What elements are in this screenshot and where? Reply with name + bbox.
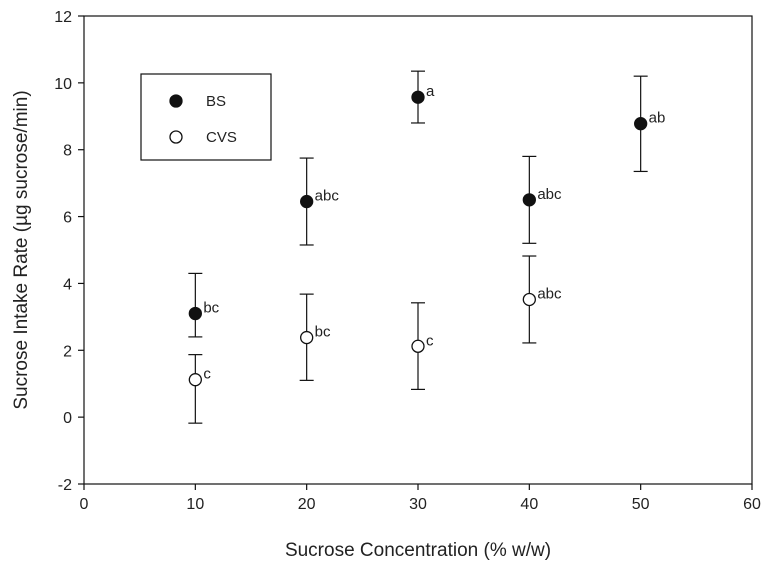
y-axis-label: Sucrose Intake Rate (µg sucrose/min) (11, 90, 32, 409)
y-tick-label: 8 (63, 143, 72, 160)
data-point-bs (411, 90, 425, 104)
x-tick-label: 30 (409, 496, 427, 513)
legend-label-cvs: CVS (206, 129, 237, 146)
data-label: bc (315, 324, 331, 341)
data-point-bs (300, 194, 314, 209)
data-label: bc (203, 300, 219, 317)
data-label: c (203, 366, 211, 383)
data-label: a (426, 83, 435, 100)
legend: BS CVS (140, 73, 272, 161)
data-label: c (426, 332, 434, 349)
x-tick-label: 0 (80, 496, 89, 513)
data-label: abc (537, 186, 562, 203)
axis-ticks: 0 10 20 30 40 50 60 -2 0 2 4 6 8 10 12 (54, 9, 761, 513)
y-tick-label: -2 (58, 477, 72, 494)
data-point-bs (188, 306, 202, 321)
y-tick-label: 4 (63, 276, 72, 293)
data-point-bs (522, 193, 536, 207)
legend-box (140, 73, 272, 161)
legend-label-bs: BS (206, 93, 226, 110)
legend-marker-bs (169, 94, 183, 108)
x-tick-label: 40 (520, 496, 538, 513)
x-tick-label: 10 (186, 496, 204, 513)
data-point-cvs (411, 339, 425, 353)
y-tick-label: 2 (63, 343, 72, 360)
x-tick-label: 50 (632, 496, 650, 513)
data-label: ab (649, 110, 666, 127)
x-tick-label: 60 (743, 496, 761, 513)
data-point-cvs (300, 330, 314, 345)
y-tick-label: 0 (63, 410, 72, 427)
data-point-cvs (188, 373, 202, 387)
series-bs: bc abc a abc ab (188, 70, 666, 338)
x-axis-label: Sucrose Concentration (% w/w) (285, 540, 551, 561)
data-label: abc (537, 285, 562, 302)
y-tick-label: 12 (54, 9, 72, 26)
x-tick-label: 20 (298, 496, 316, 513)
y-tick-label: 10 (54, 76, 72, 93)
data-point-bs (634, 116, 648, 131)
data-label: abc (315, 188, 340, 205)
y-tick-label: 6 (63, 210, 72, 227)
data-point-cvs (522, 292, 536, 307)
series-cvs: c bc c abc (188, 255, 562, 424)
legend-marker-cvs (169, 130, 183, 144)
